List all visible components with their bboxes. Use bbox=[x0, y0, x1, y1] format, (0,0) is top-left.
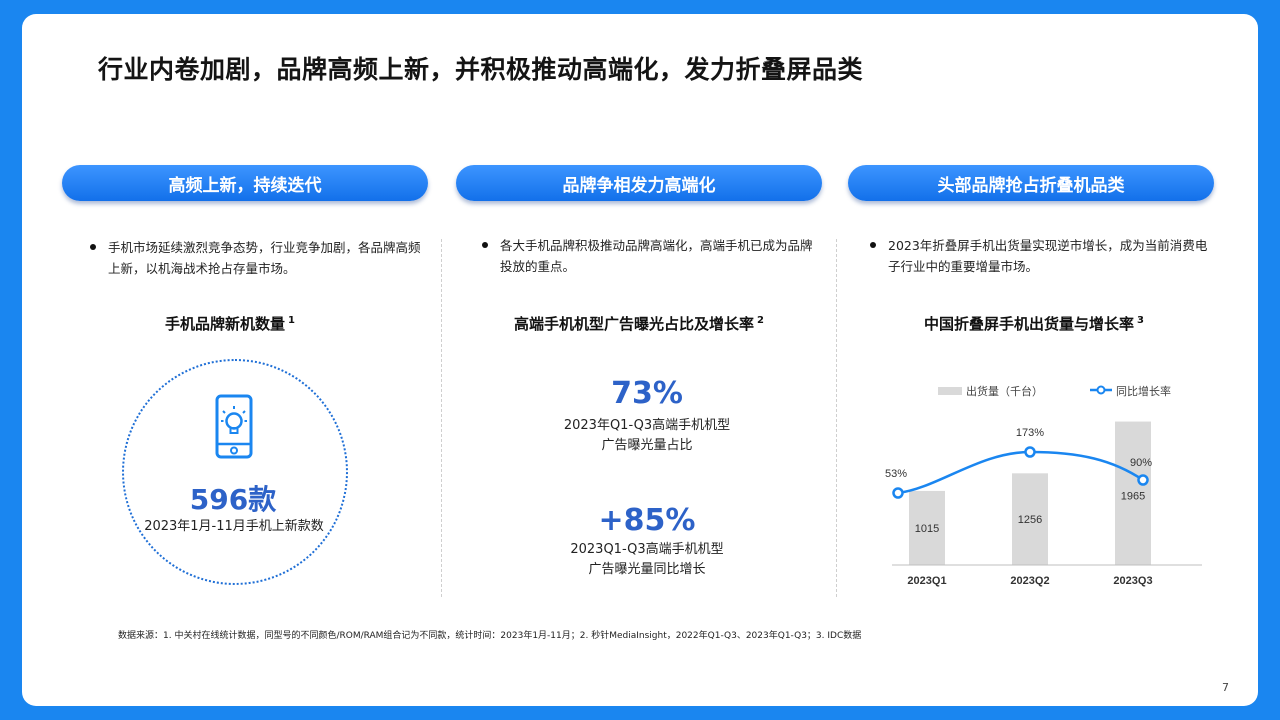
bullet-text: 各大手机品牌积极推动品牌高端化，高端手机已成为品牌投放的重点。 bbox=[482, 235, 820, 277]
stat-caption-line: 2023Q1-Q3高端手机机型 bbox=[570, 542, 724, 557]
bar-value-label: 1965 bbox=[1121, 491, 1145, 503]
growth-rate-point bbox=[1137, 474, 1149, 486]
subtitle-text: 手机品牌新机数量 bbox=[165, 315, 286, 333]
stat-caption: 2023年Q1-Q3高端手机机型 广告曝光量占比 bbox=[527, 416, 767, 456]
growth-rate-label: 53% bbox=[885, 468, 907, 480]
growth-rate-label: 90% bbox=[1130, 457, 1152, 469]
legend-swatch-bar bbox=[938, 387, 962, 395]
chart-bar bbox=[1012, 473, 1048, 565]
stat-caption-line: 2023年Q1-Q3高端手机机型 bbox=[563, 418, 731, 433]
footnote: 数据来源：1. 中关村在线统计数据，同型号的不同颜色/ROM/RAM组合记为不同… bbox=[118, 631, 862, 641]
stat-ad-share: 73% bbox=[611, 376, 683, 411]
stat-caption: 2023年1月-11月手机上新款数 bbox=[144, 519, 324, 534]
footnote-ref: 2 bbox=[757, 315, 764, 326]
column-divider bbox=[441, 239, 442, 597]
smartphone-lightbulb-icon bbox=[215, 394, 253, 459]
chart-title: 中国折叠屏手机出货量与增长率 bbox=[924, 315, 1135, 333]
column-heading-foldable: 头部品牌抢占折叠机品类 bbox=[848, 165, 1214, 201]
stat-ad-growth: +85% bbox=[598, 503, 696, 538]
subtitle-foldable-chart: 中国折叠屏手机出货量与增长率 3 bbox=[844, 313, 1224, 334]
stat-new-models: 596款 bbox=[189, 483, 277, 516]
footnote-ref: 3 bbox=[1137, 315, 1144, 326]
x-tick-label: 2023Q3 bbox=[1113, 575, 1152, 587]
legend-label-shipments: 出货量（千台） bbox=[966, 384, 1043, 398]
growth-rate-point bbox=[1024, 446, 1036, 458]
subtitle-premium-ads: 高端手机机型广告曝光占比及增长率 2 bbox=[449, 313, 829, 334]
bar-value-label: 1015 bbox=[915, 523, 939, 535]
slide: 行业内卷加剧，品牌高频上新，并积极推动高端化，发力折叠屏品类 高频上新，持续迭代… bbox=[22, 14, 1258, 706]
subtitle-text: 高端手机机型广告曝光占比及增长率 bbox=[514, 315, 755, 333]
bar-value-label: 1256 bbox=[1018, 514, 1042, 526]
bullet-text: 手机市场延续激烈竞争态势，行业竞争加剧，各品牌高频上新，以机海战术抢占存量市场。 bbox=[90, 237, 428, 279]
column-heading-high-frequency: 高频上新，持续迭代 bbox=[62, 165, 428, 201]
stat-circle bbox=[122, 359, 348, 585]
legend-marker-growth bbox=[1096, 385, 1106, 395]
stat-caption-line: 广告曝光量同比增长 bbox=[588, 562, 706, 577]
bullet-text: 2023年折叠屏手机出货量实现逆市增长，成为当前消费电子行业中的重要增量市场。 bbox=[870, 235, 1208, 277]
x-tick-label: 2023Q2 bbox=[1010, 575, 1049, 587]
chart-bar bbox=[909, 490, 945, 565]
column-divider bbox=[836, 239, 837, 597]
foldable-shipments-chart: 出货量（千台） 同比增长率 1015 1256 1965 2023Q1 2023Q2 2023… bbox=[885, 384, 1202, 587]
page-number: 7 bbox=[1222, 681, 1229, 694]
page-title: 行业内卷加剧，品牌高频上新，并积极推动高端化，发力折叠屏品类 bbox=[98, 55, 864, 84]
stat-caption: 2023Q1-Q3高端手机机型 广告曝光量同比增长 bbox=[527, 540, 767, 580]
column-heading-premium: 品牌争相发力高端化 bbox=[456, 165, 822, 201]
growth-rate-label: 173% bbox=[1016, 427, 1044, 439]
subtitle-new-models: 手机品牌新机数量 1 bbox=[40, 313, 420, 334]
stat-caption-line: 广告曝光量占比 bbox=[601, 438, 693, 453]
x-tick-label: 2023Q1 bbox=[907, 575, 946, 587]
chart-bar bbox=[1115, 421, 1151, 565]
growth-rate-point bbox=[892, 487, 904, 499]
footnote-ref: 1 bbox=[288, 315, 295, 326]
legend-label-growth: 同比增长率 bbox=[1116, 384, 1171, 398]
